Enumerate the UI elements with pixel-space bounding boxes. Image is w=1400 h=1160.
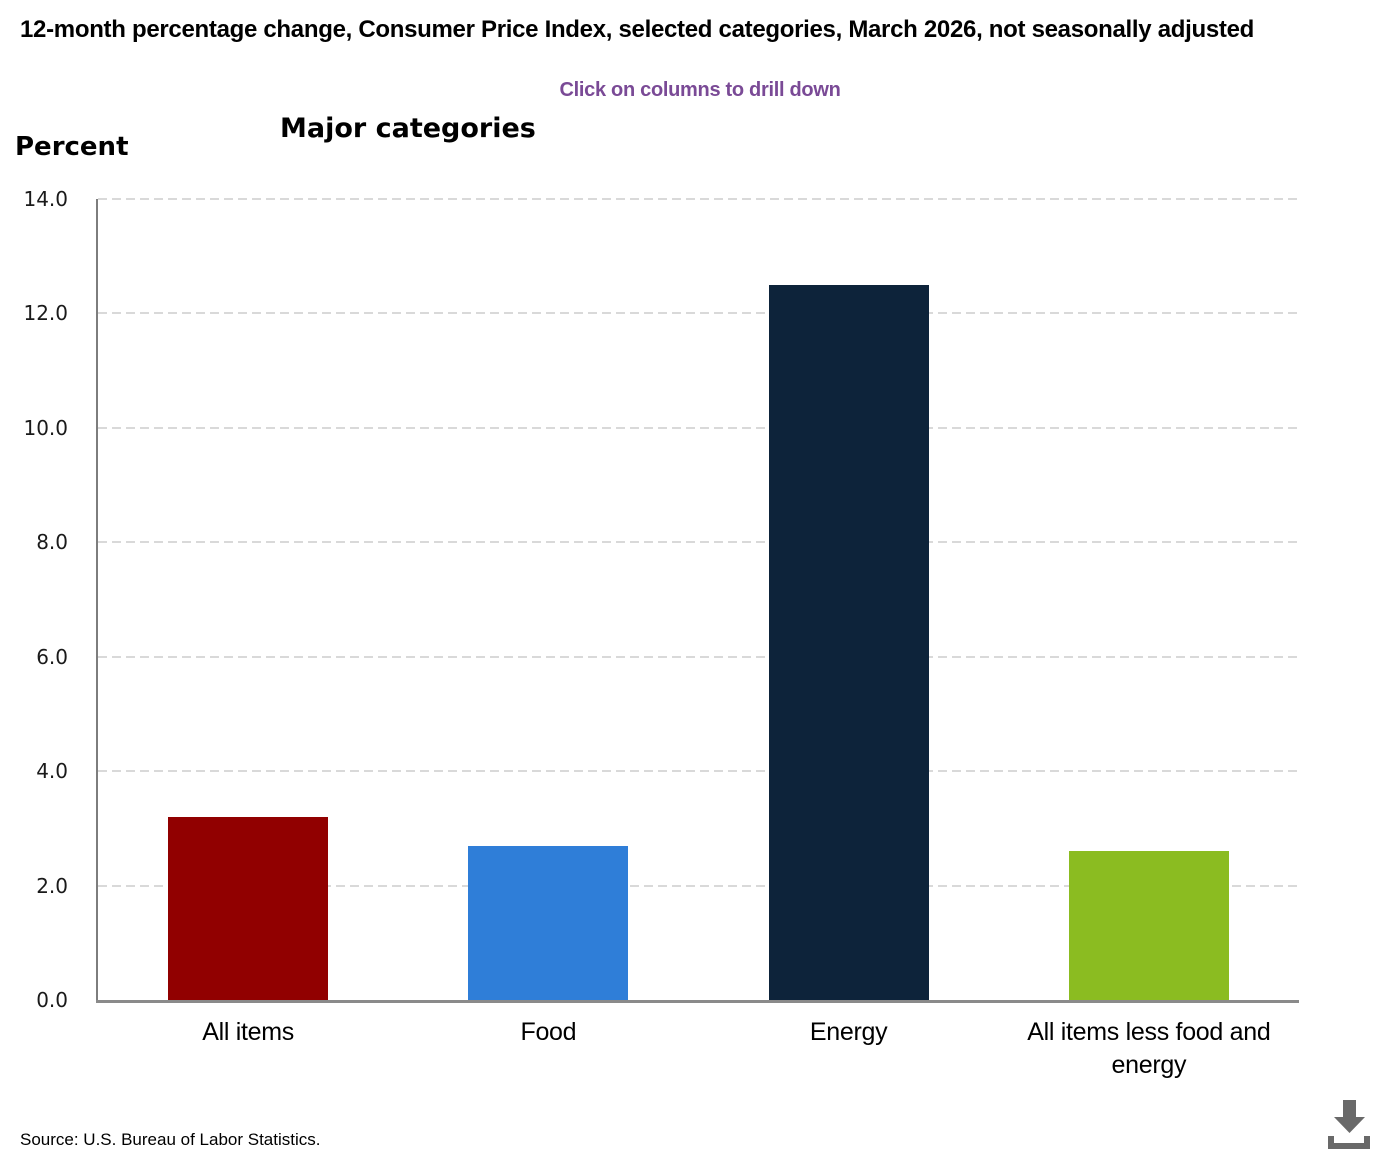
y-tick-label-4.0: 4.0 xyxy=(36,759,68,784)
x-axis-line xyxy=(96,1000,1299,1003)
x-category-label-all-items-less-food-and-energy: All items less food and energy xyxy=(1027,1018,1271,1079)
x-category-label-all-items: All items xyxy=(202,1018,294,1046)
plot-area xyxy=(96,198,1299,1003)
gridline-6.0 xyxy=(98,655,1299,658)
y-axis-line xyxy=(96,199,98,1002)
gridline-12.0 xyxy=(98,312,1299,315)
gridline-8.0 xyxy=(98,541,1299,544)
chart-subtitle: Major categories xyxy=(280,113,536,144)
y-tick-label-10.0: 10.0 xyxy=(23,415,68,440)
gridline-4.0 xyxy=(98,770,1299,773)
y-tick-label-8.0: 8.0 xyxy=(36,530,68,555)
y-axis-title: Percent xyxy=(15,132,129,162)
y-tick-label-12.0: 12.0 xyxy=(23,301,68,326)
y-tick-label-2.0: 2.0 xyxy=(36,873,68,898)
gridline-2.0 xyxy=(98,884,1299,887)
x-category-label-food: Food xyxy=(520,1018,577,1046)
page-title: 12-month percentage change, Consumer Pri… xyxy=(20,16,1254,43)
bar-food[interactable] xyxy=(468,845,629,1000)
download-icon-glyph xyxy=(1328,1100,1370,1149)
gridline-10.0 xyxy=(98,426,1299,429)
source-attribution: Source: U.S. Bureau of Labor Statistics. xyxy=(20,1130,321,1149)
y-tick-label-0.0: 0.0 xyxy=(36,988,68,1012)
y-tick-label-6.0: 6.0 xyxy=(36,644,68,669)
bar-energy[interactable] xyxy=(768,284,929,1000)
bar-all-items-less-food-and-energy[interactable] xyxy=(1068,851,1229,1000)
x-category-label-energy: Energy xyxy=(809,1018,888,1046)
drilldown-hint: Click on columns to drill down xyxy=(559,79,841,101)
y-tick-label-14.0: 14.0 xyxy=(23,187,68,211)
bar-all-items[interactable] xyxy=(168,816,329,1000)
gridline-14.0 xyxy=(98,198,1299,200)
download-icon[interactable] xyxy=(1326,1098,1374,1150)
